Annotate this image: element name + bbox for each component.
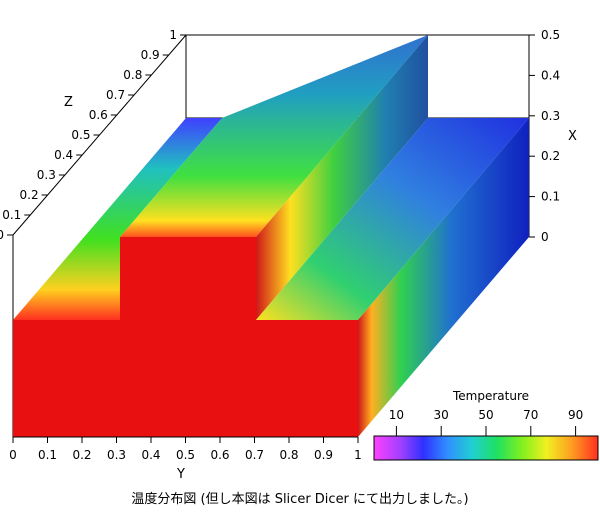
lower-right-side-face xyxy=(358,118,529,437)
legend-tick-label: 90 xyxy=(568,408,583,422)
z-tick-label: 0.1 xyxy=(2,208,21,222)
x-axis-label: X xyxy=(568,129,577,144)
z-tick-label: 0.7 xyxy=(106,88,125,102)
y-axis: 0 0.1 0.2 0.3 0.4 0.5 0.6 0.7 0.8 0.9 1 xyxy=(9,436,362,462)
z-tick-label: 0.4 xyxy=(54,148,73,162)
x-tick-label: 0.3 xyxy=(541,109,560,123)
z-tick-label: 0.5 xyxy=(71,128,90,142)
y-tick-label: 0 xyxy=(9,448,17,462)
front-face xyxy=(13,237,358,437)
x-tick-label: 0.4 xyxy=(541,68,560,82)
legend-tick-labels: 10 30 50 70 90 xyxy=(389,408,583,436)
lower-left-top-face xyxy=(13,118,222,320)
ridge-top-face xyxy=(120,35,428,237)
z-tick-label: 0 xyxy=(0,228,4,242)
y-tick-label: 0.3 xyxy=(107,448,126,462)
y-tick-label: 0.9 xyxy=(314,448,333,462)
z-tick-label: 0.2 xyxy=(20,188,39,202)
x-tick-label: 0 xyxy=(541,230,549,244)
legend-tick-label: 70 xyxy=(523,408,538,422)
y-tick-label: 0.8 xyxy=(279,448,298,462)
z-axis-ticks: 0 0.1 0.2 0.3 0.4 0.5 0.6 0.7 0.8 0.9 1 xyxy=(0,28,186,242)
x-axis-ticks: 0 0.1 0.2 0.3 0.4 0.5 xyxy=(529,28,560,244)
lower-right-top-face xyxy=(256,118,529,320)
temperature-3d-view: 0 0.1 0.2 0.3 0.4 0.5 0.6 0.7 0.8 0.9 1 0 0.1 0.2 0.3… xyxy=(0,28,599,482)
y-tick-label: 0.6 xyxy=(210,448,229,462)
x-tick-label: 0.5 xyxy=(541,28,560,42)
figure-caption: 温度分布図 (但し本図は Slicer Dicer にて出力しました。) xyxy=(131,492,469,507)
ridge-side-face xyxy=(256,35,428,320)
z-tick-label: 0.3 xyxy=(37,168,56,182)
z-axis-label: Z xyxy=(64,95,73,110)
y-tick-label: 0.7 xyxy=(245,448,264,462)
y-tick-label: 0.5 xyxy=(176,448,195,462)
legend-tick-label: 50 xyxy=(478,408,493,422)
y-tick-label: 0.2 xyxy=(72,448,91,462)
y-tick-label: 0.1 xyxy=(38,448,57,462)
z-tick-label: 0.6 xyxy=(89,108,108,122)
z-tick-label: 0.8 xyxy=(123,68,142,82)
legend-colorbar xyxy=(373,435,599,461)
y-tick-label: 0.4 xyxy=(141,448,160,462)
legend-tick-label: 10 xyxy=(389,408,404,422)
y-tick-label: 1 xyxy=(354,448,362,462)
z-tick-label: 1 xyxy=(169,28,177,42)
x-tick-label: 0.2 xyxy=(541,149,560,163)
y-axis-label: Y xyxy=(176,467,185,482)
temperature-legend: Temperature 10 30 50 70 90 xyxy=(373,389,599,461)
x-tick-label: 0.1 xyxy=(541,190,560,204)
legend-tick-label: 30 xyxy=(434,408,449,422)
legend-title: Temperature xyxy=(452,389,529,403)
z-tick-label: 0.9 xyxy=(141,48,160,62)
